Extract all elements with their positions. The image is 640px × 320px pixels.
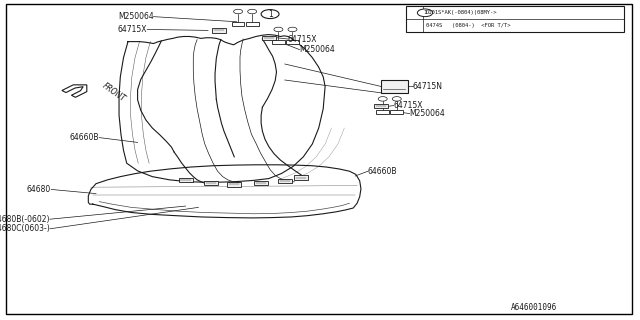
Polygon shape (278, 179, 292, 183)
Text: 64680B(-0602): 64680B(-0602) (0, 215, 50, 224)
Text: FRONT: FRONT (101, 81, 127, 103)
Text: 1: 1 (423, 10, 427, 15)
Text: A646001096: A646001096 (511, 303, 557, 312)
Circle shape (288, 27, 297, 32)
Text: 1: 1 (268, 10, 273, 19)
Text: 64715N: 64715N (413, 82, 443, 91)
Text: M250064: M250064 (410, 109, 445, 118)
Polygon shape (62, 85, 87, 97)
Bar (232, 22, 244, 26)
Circle shape (378, 97, 387, 101)
Circle shape (248, 9, 257, 14)
Polygon shape (254, 181, 268, 185)
Text: 64715X: 64715X (118, 25, 147, 34)
Circle shape (234, 9, 243, 14)
Bar (286, 40, 299, 44)
Bar (381, 80, 408, 93)
Bar (406, 6, 624, 32)
Text: 64715X: 64715X (394, 101, 423, 110)
Polygon shape (374, 104, 388, 108)
Bar (246, 22, 259, 26)
Polygon shape (294, 175, 308, 180)
Polygon shape (179, 178, 193, 182)
Text: 64680: 64680 (27, 185, 51, 194)
Text: D101S*AK(-0804)(08MY->: D101S*AK(-0804)(08MY-> (426, 10, 497, 15)
Text: M250064: M250064 (118, 12, 154, 21)
Circle shape (417, 9, 433, 17)
Polygon shape (227, 182, 241, 187)
Text: 64715X: 64715X (288, 35, 317, 44)
Text: 64660B: 64660B (70, 133, 99, 142)
Circle shape (392, 97, 401, 101)
Bar (272, 40, 285, 44)
Polygon shape (212, 28, 226, 33)
Polygon shape (262, 36, 276, 40)
Circle shape (261, 10, 279, 19)
Circle shape (274, 27, 283, 32)
Text: 0474S   (0804-)  <FOR T/T>: 0474S (0804-) <FOR T/T> (426, 23, 511, 28)
Text: 64680C(0603-): 64680C(0603-) (0, 224, 50, 233)
Bar (390, 110, 403, 114)
Text: 64660B: 64660B (368, 167, 397, 176)
Bar (376, 110, 389, 114)
Polygon shape (204, 181, 218, 185)
Text: M250064: M250064 (300, 45, 335, 54)
